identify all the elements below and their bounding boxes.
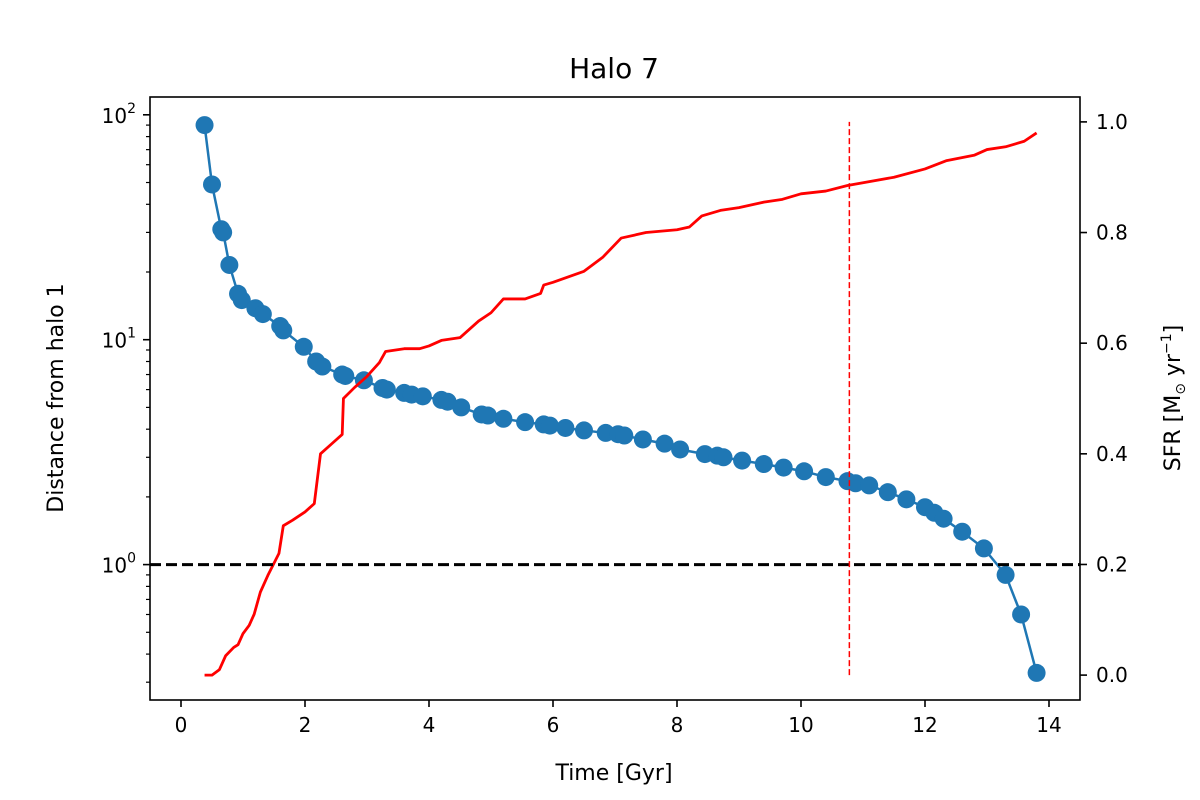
distance-data-point [203, 175, 221, 194]
distance-data-point [294, 337, 313, 356]
distance-data-point [478, 406, 497, 425]
distance-data-point [540, 416, 559, 435]
distance-data-point [655, 434, 674, 453]
y-left-tick-label: 100 [102, 551, 136, 578]
distance-data-point [774, 458, 793, 477]
distance-data-point [214, 223, 233, 242]
y-left-tick-base: 10 [102, 554, 127, 578]
x-tick-label: 4 [423, 713, 436, 737]
distance-data-point [452, 398, 471, 417]
distance-data-point [860, 476, 879, 495]
y-left-tick-base: 10 [102, 104, 127, 128]
y-left-tick-label: 102 [102, 101, 136, 128]
distance-data-point [556, 418, 575, 437]
x-tick-label: 12 [912, 713, 937, 737]
distance-data-point [714, 448, 733, 467]
x-tick-label: 2 [299, 713, 312, 737]
x-tick-label: 8 [671, 713, 684, 737]
distance-data-point [996, 565, 1015, 584]
distance-data-point [516, 413, 535, 432]
y-right-tick-label: 0.6 [1096, 331, 1128, 355]
distance-data-point [1012, 605, 1031, 624]
x-tick-label: 10 [788, 713, 813, 737]
distance-data-point [846, 474, 865, 493]
distance-data-point [953, 522, 972, 541]
distance-data-point [878, 483, 897, 502]
x-axis-label: Time [Gyr] [554, 761, 672, 786]
distance-data-point [274, 321, 293, 340]
y-left-tick-exponent: 0 [127, 551, 136, 567]
distance-data-point [494, 409, 513, 428]
y-right-tick-label: 0.2 [1096, 552, 1128, 576]
distance-data-point [671, 440, 690, 459]
distance-data-point [195, 116, 214, 135]
sfr-series-line [204, 131, 1038, 677]
y-right-axis-label: SFR [M⊙ yr−1] [1159, 325, 1189, 472]
y-left-tick-label: 101 [102, 326, 136, 353]
distance-data-point [232, 291, 251, 310]
y-right-tick-label: 0.4 [1096, 442, 1128, 466]
plot-frame [149, 96, 1081, 701]
distance-series-line [203, 124, 1038, 674]
distance-data-point [220, 255, 239, 274]
y-right-tick-label: 0.8 [1096, 221, 1128, 245]
distance-data-point [795, 462, 814, 481]
distance-data-point [1027, 663, 1046, 682]
distance-data-point [377, 380, 396, 399]
distance-data-point [615, 426, 634, 445]
distance-data-point [633, 430, 652, 449]
distance-data-point [897, 490, 916, 509]
distance-data-point [313, 357, 332, 376]
distance-data-point [413, 387, 432, 406]
distance-data-point [253, 305, 272, 324]
x-tick-label: 0 [175, 713, 188, 737]
distance-data-point [974, 539, 993, 558]
y-left-tick-base: 10 [102, 329, 127, 353]
distance-data-point [816, 468, 835, 487]
x-tick-label: 6 [547, 713, 560, 737]
y-left-axis-label: Distance from halo 1 [44, 283, 69, 512]
distance-data-point [336, 366, 355, 385]
x-tick-label: 14 [1036, 713, 1061, 737]
chart-title: Halo 7 [569, 52, 659, 85]
y-left-tick-exponent: 2 [127, 101, 136, 117]
distance-data-point [438, 392, 457, 411]
distance-data-point [733, 451, 752, 470]
y-left-tick-exponent: 1 [127, 326, 136, 342]
distance-data-point [754, 455, 773, 474]
y-right-tick-label: 0.0 [1096, 663, 1128, 687]
y-right-tick-label: 1.0 [1096, 110, 1128, 134]
distance-data-point [934, 509, 953, 528]
distance-data-point [575, 421, 593, 440]
